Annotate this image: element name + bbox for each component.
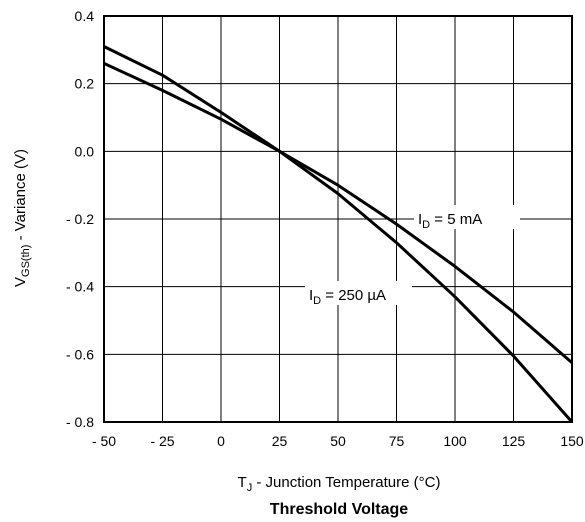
x-tick-label: 50 [330,433,346,449]
x-tick-label: - 50 [92,433,116,449]
x-tick-label: 125 [502,433,526,449]
x-axis-title-rest: - Junction Temperature (°C) [252,474,440,491]
series-line-250ua [103,45,574,423]
y-tick-label: 0.4 [75,8,95,24]
x-axis-title: TJ - Junction Temperature (°C) [238,474,441,494]
y-tick-label: - 0.4 [66,279,94,295]
y-axis-title-main: V [12,277,29,287]
y-tick-label: 0.0 [75,143,95,159]
y-tick-label: - 0.8 [66,414,94,430]
y-axis-title-rest: - Variance (V) [12,149,29,245]
chart-title: Threshold Voltage [270,501,408,518]
y-tick-label: 0.2 [75,76,95,92]
series-label-5ma-sub: D [422,219,430,231]
x-tick-label: 75 [389,433,405,449]
x-axis-title-main: T [238,474,247,491]
plot-frame [103,15,573,423]
x-tick-label: - 25 [150,433,174,449]
y-tick-labels: 0.4 0.2 0.0 - 0.2 - 0.4 - 0.6 - 0.8 [66,8,94,430]
series-label-250ua: ID = 250 µA [309,287,386,307]
series-label-5ma-bg [414,205,520,229]
series-label-5ma-rest: = 5 mA [430,211,482,228]
y-tick-label: - 0.6 [66,346,94,362]
x-tick-label: 150 [560,433,584,449]
x-axis-title-sub: J [247,482,253,494]
y-tick-label: - 0.2 [66,211,94,227]
series-label-250ua-main: I [309,287,313,304]
series-label-250ua-sub: D [313,295,321,307]
series-label-5ma: ID = 5 mA [418,211,482,231]
x-tick-labels: - 50 - 25 0 25 50 75 100 125 150 [92,433,584,449]
x-tick-label: 100 [443,433,467,449]
y-axis-title: VGS(th) - Variance (V) [12,149,32,287]
y-axis-title-sub: GS(th) [20,245,32,277]
series-lines [103,45,574,423]
series-line-5ma [103,62,573,364]
series-label-250ua-rest: = 250 µA [321,287,386,304]
series-label-250ua-bg [305,281,412,305]
x-tick-label: 25 [272,433,288,449]
series-label-5ma-main: I [418,211,422,228]
x-tick-label: 0 [217,433,225,449]
